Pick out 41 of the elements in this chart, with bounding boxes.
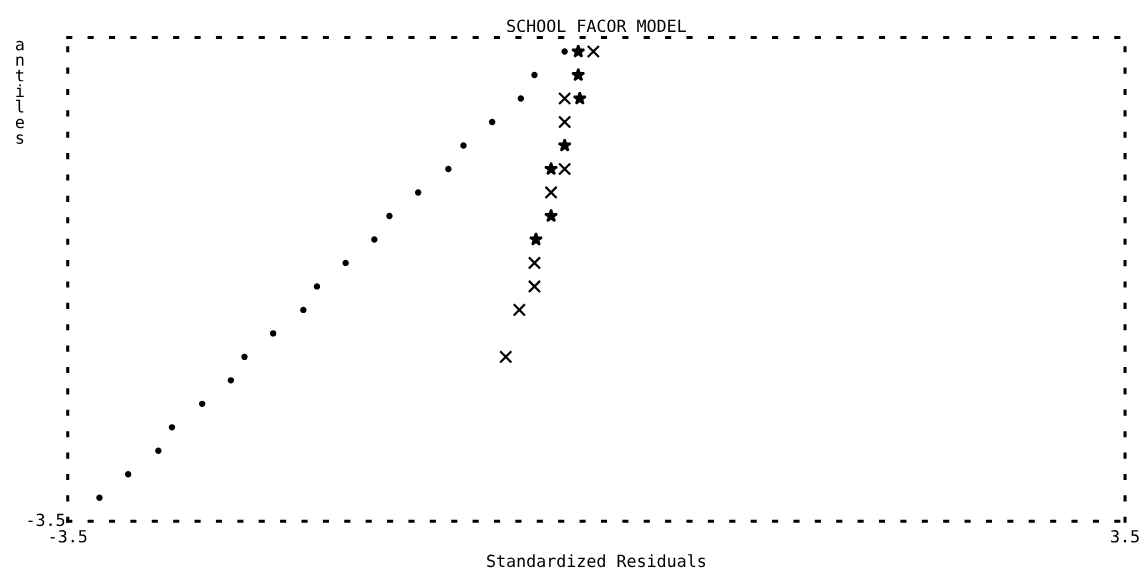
- point: [445, 165, 452, 173]
- chart-title: SCHOOL FACOR MODEL: [507, 19, 686, 33]
- y-axis-title: antiles: [15, 40, 24, 144]
- point: [488, 118, 496, 126]
- point: [558, 162, 572, 176]
- point: [528, 232, 544, 246]
- point: [527, 279, 542, 294]
- point: [558, 91, 572, 106]
- point: [300, 306, 307, 314]
- point: [386, 212, 393, 220]
- point: [460, 142, 467, 149]
- point: [544, 208, 559, 223]
- point: [414, 189, 422, 196]
- point: [571, 44, 586, 58]
- point: [544, 185, 558, 200]
- point: [544, 161, 559, 176]
- point: [571, 67, 586, 82]
- point: [499, 350, 513, 364]
- point: [269, 330, 277, 337]
- point: [168, 424, 176, 431]
- point: [558, 115, 572, 129]
- point: [342, 259, 349, 267]
- point: [371, 236, 378, 243]
- point: [586, 44, 601, 59]
- point: [96, 494, 103, 501]
- point: [198, 400, 206, 408]
- point: [531, 71, 538, 79]
- point: [241, 353, 248, 361]
- point: [227, 377, 235, 384]
- x-tick-label: 3.5: [1111, 530, 1139, 543]
- point: [527, 256, 542, 270]
- point: [572, 91, 587, 105]
- point: [124, 471, 132, 478]
- text: -3.5: [28, 513, 65, 527]
- point: [557, 138, 572, 152]
- point: [561, 48, 568, 55]
- x-axis-title: Standardized Residuals: [487, 554, 706, 568]
- point: [155, 447, 162, 455]
- point: [517, 95, 525, 102]
- point: [512, 303, 527, 317]
- point: [313, 283, 321, 290]
